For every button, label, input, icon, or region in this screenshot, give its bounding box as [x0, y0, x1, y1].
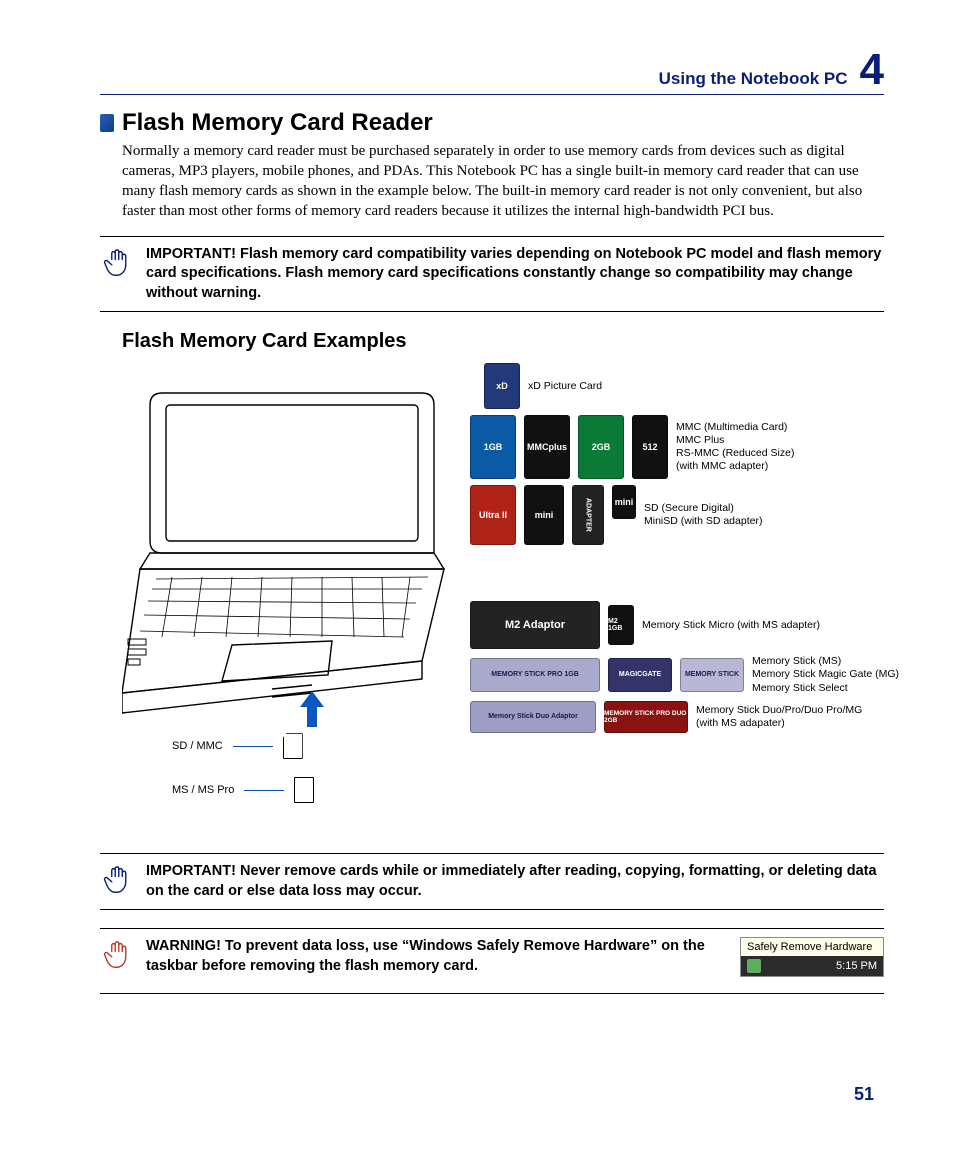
running-header: Using the Notebook PC 4 — [100, 50, 884, 95]
card-msmicro-adapter: M2 Adaptor — [470, 601, 600, 649]
card-sd-3: ADAPTER — [572, 485, 604, 545]
safely-remove-tray-icon — [747, 959, 761, 973]
memory-cards-cluster: xD xD Picture Card 1GB MMCplus 2GB 512 M… — [470, 363, 910, 738]
card-mspro: MEMORY STICK PRO 1GB — [470, 658, 600, 692]
slot-sd-mmc-label: SD / MMC — [172, 740, 223, 752]
card-msmicro: M2 1GB — [608, 605, 634, 645]
note-text: WARNING! To prevent data loss, use “Wind… — [146, 937, 724, 976]
safely-remove-widget: Safely Remove Hardware 5:15 PM — [740, 937, 884, 977]
sd-card-icon — [100, 114, 114, 132]
card-ms-select: MEMORY STICK — [680, 658, 744, 692]
card-msduo-adapter: Memory Stick Duo Adaptor — [470, 701, 596, 733]
leader-line — [244, 790, 284, 791]
card-mmc-2: MMCplus — [524, 415, 570, 479]
slot-ms-label: MS / MS Pro — [172, 784, 234, 796]
hand-icon — [100, 862, 134, 901]
ms-outline-icon — [294, 777, 314, 803]
card-sd-2: mini — [524, 485, 564, 545]
card-msduo-labels: Memory Stick Duo/Pro/Duo Pro/MG (with MS… — [696, 704, 862, 730]
card-xd-label: xD Picture Card — [528, 380, 602, 393]
card-msmicro-label: Memory Stick Micro (with MS adapter) — [642, 619, 820, 632]
section-title-row: Flash Memory Card Reader — [100, 109, 884, 137]
system-tray: 5:15 PM — [741, 956, 883, 976]
card-sd-1: Ultra II — [470, 485, 516, 545]
card-ms-labels: Memory Stick (MS) Memory Stick Magic Gat… — [752, 655, 899, 694]
subsection-title: Flash Memory Card Examples — [122, 330, 884, 353]
tray-clock: 5:15 PM — [836, 960, 877, 972]
card-mmc-1: 1GB — [470, 415, 516, 479]
card-mmc-3: 2GB — [578, 415, 624, 479]
card-mmc-4: 512 — [632, 415, 668, 479]
section-title: Flash Memory Card Reader — [122, 109, 433, 137]
slot-labels: SD / MMC MS / MS Pro — [172, 733, 314, 821]
section-body: Normally a memory card reader must be pu… — [122, 141, 884, 222]
hand-icon — [100, 245, 134, 304]
warning-hand-icon — [100, 937, 134, 985]
laptop-illustration — [122, 383, 452, 723]
safely-remove-tooltip: Safely Remove Hardware — [741, 938, 883, 956]
chapter-number: 4 — [860, 50, 884, 90]
card-mmc-labels: MMC (Multimedia Card) MMC Plus RS-MMC (R… — [676, 421, 794, 474]
note-text: IMPORTANT! Flash memory card compatibili… — [146, 245, 884, 304]
sd-outline-icon — [283, 733, 303, 759]
insert-arrow-icon — [300, 691, 324, 732]
note-warning: WARNING! To prevent data loss, use “Wind… — [100, 928, 884, 994]
card-sd-labels: SD (Secure Digital) MiniSD (with SD adap… — [644, 502, 762, 528]
card-sd-4: mini — [612, 485, 636, 519]
figure-area: SD / MMC MS / MS Pro xD xD Picture Card … — [122, 363, 884, 843]
note-important-remove: IMPORTANT! Never remove cards while or i… — [100, 853, 884, 910]
page-number: 51 — [854, 1084, 874, 1105]
running-title: Using the Notebook PC — [659, 69, 848, 89]
leader-line — [233, 746, 273, 747]
card-msproduo: MEMORY STICK PRO DUO 2GB — [604, 701, 688, 733]
note-text: IMPORTANT! Never remove cards while or i… — [146, 862, 884, 901]
card-xd: xD — [484, 363, 520, 409]
card-ms-mg: MAGICGATE — [608, 658, 672, 692]
note-important-compat: IMPORTANT! Flash memory card compatibili… — [100, 236, 884, 313]
